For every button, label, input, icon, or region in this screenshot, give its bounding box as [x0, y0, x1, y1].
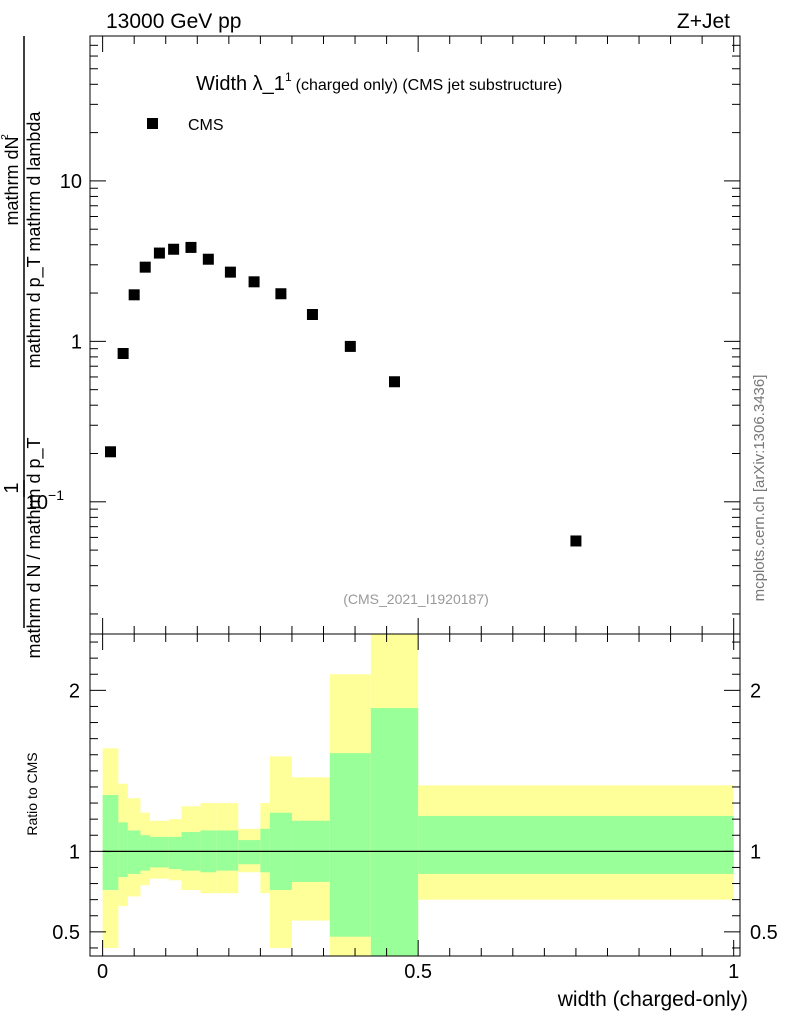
legend-marker-cms — [147, 118, 158, 129]
plot-title-rest: (charged only) (CMS jet substructure) — [296, 77, 563, 94]
green-band-bin — [216, 830, 239, 871]
plot-title-sup: 1 — [285, 70, 292, 84]
ylabel-prefix-num: 1 — [1, 482, 23, 493]
legend-label-cms: CMS — [188, 117, 224, 134]
ylabel-prefix-den: mathrm d N / mathrm d p_T — [24, 437, 45, 658]
green-band-bin — [140, 835, 150, 871]
data-point-cms — [224, 266, 236, 278]
main-ylabel: 1 mathrm d N / mathrm d p_T mathrm dN 2 … — [0, 36, 45, 659]
main-data-points — [105, 241, 582, 547]
ratio-axes: 2 2 1 1 0.5 0.5 0 0.5 1 — [52, 634, 778, 983]
main-y-tick-label: 10 — [60, 171, 82, 193]
ylabel-denominator: mathrm d p_T mathrm d lambda — [24, 111, 45, 369]
green-band-bin — [260, 828, 270, 873]
data-point-cms — [275, 288, 287, 300]
ratio-y-tick-label-right: 1 — [750, 841, 761, 863]
ylabel-numerator-sup: 2 — [0, 134, 11, 140]
data-point-cms — [248, 276, 260, 288]
data-point-cms — [306, 309, 318, 321]
ratio-x-tick-label: 0 — [97, 961, 108, 983]
process-label: Z+Jet — [677, 10, 730, 33]
data-point-cms — [570, 535, 582, 547]
main-y-tick-label: 1 — [71, 331, 82, 353]
data-point-cms — [139, 261, 151, 273]
main-y-tick-label-base: 10 — [26, 492, 48, 514]
green-band-bin — [127, 830, 141, 874]
data-point-cms — [388, 376, 400, 388]
ratio-y-tick-label-right: 0.5 — [750, 922, 778, 944]
main-y-tick-label-sup: −1 — [48, 487, 64, 503]
ratio-bands — [102, 634, 734, 956]
data-point-cms — [153, 247, 165, 259]
ratio-ylabel: Ratio to CMS — [24, 752, 40, 835]
green-band-bin — [370, 708, 419, 956]
ratio-x-tick-label: 1 — [728, 961, 739, 983]
green-band-bin — [418, 815, 734, 874]
data-point-cms — [344, 340, 356, 352]
data-point-cms — [117, 348, 129, 360]
ratio-frame — [89, 633, 741, 957]
plot-title-main: Width λ_1 — [196, 73, 285, 95]
data-point-cms — [128, 289, 140, 301]
ylabel-numerator: mathrm dN — [2, 136, 22, 225]
ratio-y-tick-label-left: 2 — [69, 680, 80, 702]
ratio-y-tick-label-left: 1 — [69, 841, 80, 863]
data-point-cms — [105, 446, 117, 458]
data-point-cms — [168, 243, 180, 255]
green-band-bin — [102, 795, 119, 890]
ratio-y-tick-label-left: 0.5 — [52, 922, 80, 944]
energy-label: 13000 GeV pp — [106, 10, 241, 33]
ratio-x-tick-label: 0.5 — [404, 961, 432, 983]
side-label: mcplots.cern.ch [arXiv:1306.3436] — [751, 375, 768, 602]
ratio-y-tick-label-right: 2 — [750, 680, 761, 702]
green-band-bin — [118, 822, 128, 878]
ratio-xlabel: width (charged-only) — [557, 988, 748, 1011]
analysis-id: (CMS_2021_I1920187) — [343, 591, 489, 607]
green-band-bin — [238, 840, 261, 865]
ratio-panel: 2 2 1 1 0.5 0.5 0 0.5 1 Ratio to CMS width (char… — [24, 633, 778, 1011]
main-y-tick-label: 10−1 — [26, 487, 64, 514]
plot-title: Width λ_11 (charged only) (CMS jet substr… — [196, 70, 562, 95]
green-band-bin — [329, 753, 371, 937]
green-band-bin — [149, 836, 169, 868]
data-point-cms — [185, 241, 197, 253]
data-point-cms — [202, 253, 214, 265]
green-band-bin — [168, 836, 182, 870]
